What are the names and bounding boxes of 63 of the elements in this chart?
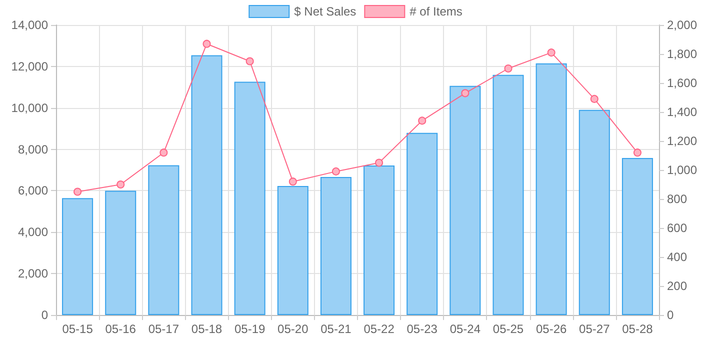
- bar: [62, 198, 94, 315]
- point: [74, 188, 82, 196]
- x-tick-label: 05-17: [148, 322, 180, 336]
- x-tick-label: 05-22: [364, 322, 395, 336]
- y-tick-label: 4,000: [18, 225, 48, 240]
- y2-tick-label: 200: [667, 279, 688, 293]
- y-tick-label: 2,000: [18, 266, 48, 281]
- bar: [364, 165, 395, 315]
- x-tick-label: 05-23: [406, 322, 438, 336]
- point: [160, 148, 168, 157]
- bar: [105, 190, 136, 315]
- point: [418, 116, 426, 125]
- bar: [578, 110, 610, 315]
- point: [590, 94, 598, 103]
- point: [461, 89, 470, 98]
- y-tick-label: 14,000: [11, 18, 48, 32]
- y2-tick-label: 1,800: [667, 47, 698, 61]
- bar: [277, 186, 308, 315]
- x-tick-label: 05-25: [492, 322, 524, 336]
- y2-tick-label: 1,000: [667, 163, 698, 177]
- y2-tick-label: 400: [667, 250, 688, 264]
- x-tick-label: 05-27: [579, 322, 610, 336]
- bar: [320, 177, 352, 315]
- legend-label: # of Items: [410, 4, 462, 18]
- point: [202, 40, 211, 48]
- y2-tick-label: 600: [667, 221, 688, 235]
- x-tick-label: 05-26: [536, 322, 567, 336]
- x-tick-label: 05-19: [234, 322, 266, 336]
- x-tick-label: 05-18: [191, 322, 222, 336]
- point: [375, 158, 384, 167]
- x-tick-label: 05-15: [62, 322, 94, 336]
- y-tick-label: 10,000: [11, 100, 48, 115]
- point: [547, 48, 556, 57]
- x-tick-label: 05-24: [450, 322, 481, 336]
- bar: [406, 132, 438, 315]
- bar: [536, 63, 567, 315]
- point: [633, 148, 642, 157]
- point: [246, 57, 254, 66]
- x-tick-label: 05-16: [105, 322, 136, 336]
- x-tick-label: 05-28: [622, 322, 654, 336]
- point: [116, 180, 125, 188]
- y2-tick-label: 1,200: [667, 134, 698, 148]
- y2-tick-label: 0: [667, 308, 674, 322]
- bar: [148, 165, 180, 315]
- bar: [234, 82, 266, 315]
- y-tick-label: 6,000: [18, 184, 48, 198]
- bar: [191, 55, 222, 315]
- x-tick-label: 05-21: [320, 322, 352, 336]
- y2-tick-label: 1,600: [667, 76, 698, 90]
- point: [288, 178, 297, 186]
- y-tick-label: 12,000: [11, 59, 48, 74]
- legend-label: $ Net Sales: [294, 4, 356, 18]
- point: [332, 167, 340, 176]
- bar: [622, 158, 653, 315]
- bar: [450, 86, 481, 315]
- y2-tick-label: 2,000: [667, 18, 698, 32]
- y2-tick-label: 800: [667, 192, 688, 206]
- y-tick-label: 0: [41, 308, 48, 322]
- y-tick-label: 8,000: [18, 142, 48, 156]
- x-tick-label: 05-20: [278, 322, 309, 336]
- point: [504, 64, 512, 72]
- bar: [492, 74, 524, 315]
- y2-tick-label: 1,400: [667, 105, 698, 119]
